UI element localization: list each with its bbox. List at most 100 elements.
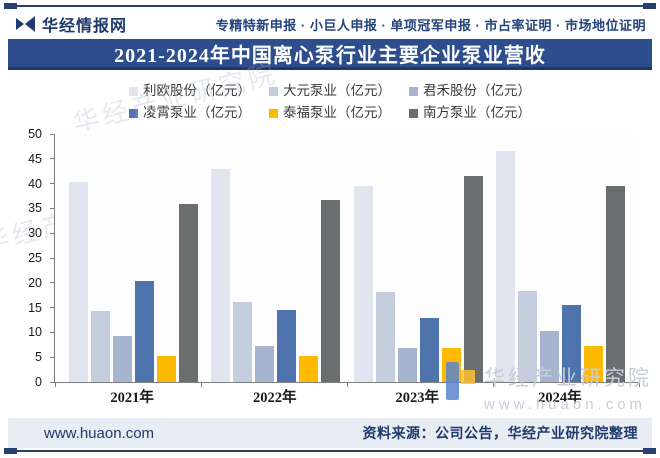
footer-bar: www.huaon.com 资料来源：公司公告，华经产业研究院整理 [8, 418, 652, 448]
page-title: 2021-2024年中国离心泵行业主要企业泵业营收 [114, 44, 546, 67]
bar [606, 186, 626, 382]
y-tick-mark [50, 282, 55, 284]
legend-row: 利欧股份（亿元） 大元泵业（亿元） 君禾股份（亿元） [0, 80, 660, 102]
bar-group-2022年 [211, 134, 341, 382]
legend-label: 君禾股份（亿元） [423, 83, 531, 98]
bar-group-2023年 [353, 134, 483, 382]
legend-marker-icon [409, 108, 418, 118]
logo-triangle-right-icon [16, 18, 24, 30]
x-axis-label: 2022年 [252, 390, 297, 406]
legend-item: 泰福泵业（亿元） [269, 102, 391, 124]
bar [419, 317, 439, 382]
legend-label: 泰福泵业（亿元） [283, 105, 391, 120]
rule-end-right [643, 448, 656, 454]
y-tick-label: 0 [35, 375, 42, 389]
bar [178, 204, 198, 382]
top-rule [4, 3, 656, 10]
x-axis-label: 2024年 [538, 390, 582, 406]
legend-label: 利欧股份（亿元） [143, 83, 251, 98]
plot-area [50, 133, 640, 387]
y-tick-label: 40 [28, 176, 42, 191]
bar [134, 280, 154, 382]
bottom-rule [4, 448, 656, 455]
x-axis-label: 2021年 [110, 390, 154, 406]
y-tick-label: 15 [28, 300, 42, 315]
title-bar: 2021-2024年中国离心泵行业主要企业泵业营收 [8, 39, 652, 70]
x-tick-mark [201, 383, 202, 387]
bar [211, 168, 231, 382]
bar-chart: 华经产业研究院 华经产业研究院 华经产业研究院 0510152025303540… [0, 58, 650, 408]
legend-item: 君禾股份（亿元） [409, 80, 531, 102]
legend-marker-icon [269, 86, 278, 96]
y-tick-label: 45 [28, 151, 42, 166]
y-tick-mark [50, 183, 55, 185]
y-tick-label: 10 [28, 325, 42, 340]
bar [584, 345, 604, 382]
header: 华经情报网 专精特新申报 · 小巨人申报 · 单项冠军申报 · 市占率证明 · … [16, 11, 646, 37]
legend-item: 利欧股份（亿元） [129, 80, 251, 102]
legend-marker-icon [269, 108, 278, 118]
y-tick-label: 35 [28, 201, 42, 216]
x-tick-mark [639, 383, 640, 387]
x-axis-labels: 2021年 2022年 2023年 2024年 [54, 386, 638, 407]
y-tick-label: 50 [28, 127, 42, 141]
bar [90, 310, 110, 382]
legend-marker-icon [129, 86, 138, 96]
y-tick-mark [50, 133, 55, 135]
y-tick-mark [50, 257, 55, 259]
bar [321, 199, 341, 382]
y-tick-mark [50, 356, 55, 358]
rule-line [4, 5, 656, 7]
x-tick-mark [493, 383, 494, 387]
footer-data-source: 资料来源：公司公告，华经产业研究院整理 [362, 425, 638, 441]
logo-triangle-left-icon [25, 16, 35, 32]
bar-groups [55, 134, 639, 382]
y-tick-mark [50, 331, 55, 333]
legend-item: 南方泵业（亿元） [409, 102, 531, 124]
brand: 华经情报网 [16, 12, 127, 36]
bar-group-2024年 [496, 134, 626, 382]
rule-line [4, 450, 656, 452]
legend-label: 南方泵业（亿元） [423, 105, 531, 120]
y-tick-label: 25 [28, 251, 42, 265]
legend-item: 凌霄泵业（亿元） [129, 102, 251, 124]
legend-item: 大元泵业（亿元） [269, 80, 391, 102]
y-tick-label: 30 [28, 226, 42, 241]
y-tick-mark [50, 307, 55, 309]
legend-marker-icon [129, 108, 138, 118]
bar [233, 301, 253, 382]
header-services: 专精特新申报 · 小巨人申报 · 单项冠军申报 · 市占率证明 · 市场地位证明 [215, 17, 646, 33]
bar [518, 290, 538, 382]
brand-name: 华经情报网 [42, 18, 128, 35]
rule-end-right [643, 3, 656, 9]
bar [496, 151, 516, 382]
x-tick-mark [347, 383, 348, 387]
y-tick-label: 5 [35, 350, 42, 365]
chart-legend: 利欧股份（亿元） 大元泵业（亿元） 君禾股份（亿元） 凌霄泵业（亿元） 泰福泵业（亿元）… [0, 80, 660, 124]
y-tick-mark [50, 207, 55, 209]
bar [277, 309, 297, 382]
bar [68, 182, 88, 382]
bar [441, 347, 461, 382]
bar [299, 355, 319, 382]
bar [353, 186, 373, 382]
bar [112, 335, 132, 382]
bar [397, 347, 417, 382]
footer-site-url: www.huaon.com [44, 424, 155, 442]
y-axis: 0 5 10 15 20 25 30 35 40 45 50 [10, 127, 46, 389]
legend-label: 大元泵业（亿元） [283, 83, 391, 98]
y-tick-mark [50, 381, 55, 383]
x-axis-label: 2023年 [395, 390, 440, 406]
legend-label: 凌霄泵业（亿元） [143, 105, 251, 120]
y-tick-mark [50, 232, 55, 234]
legend-marker-icon [409, 86, 418, 96]
x-tick-mark [55, 383, 56, 387]
bar [463, 175, 483, 382]
y-tick-mark [50, 158, 55, 160]
bar [540, 331, 560, 382]
y-tick-label: 20 [28, 275, 42, 290]
bar [255, 346, 275, 382]
brand-logo-icon [16, 16, 35, 32]
bar [375, 291, 395, 382]
